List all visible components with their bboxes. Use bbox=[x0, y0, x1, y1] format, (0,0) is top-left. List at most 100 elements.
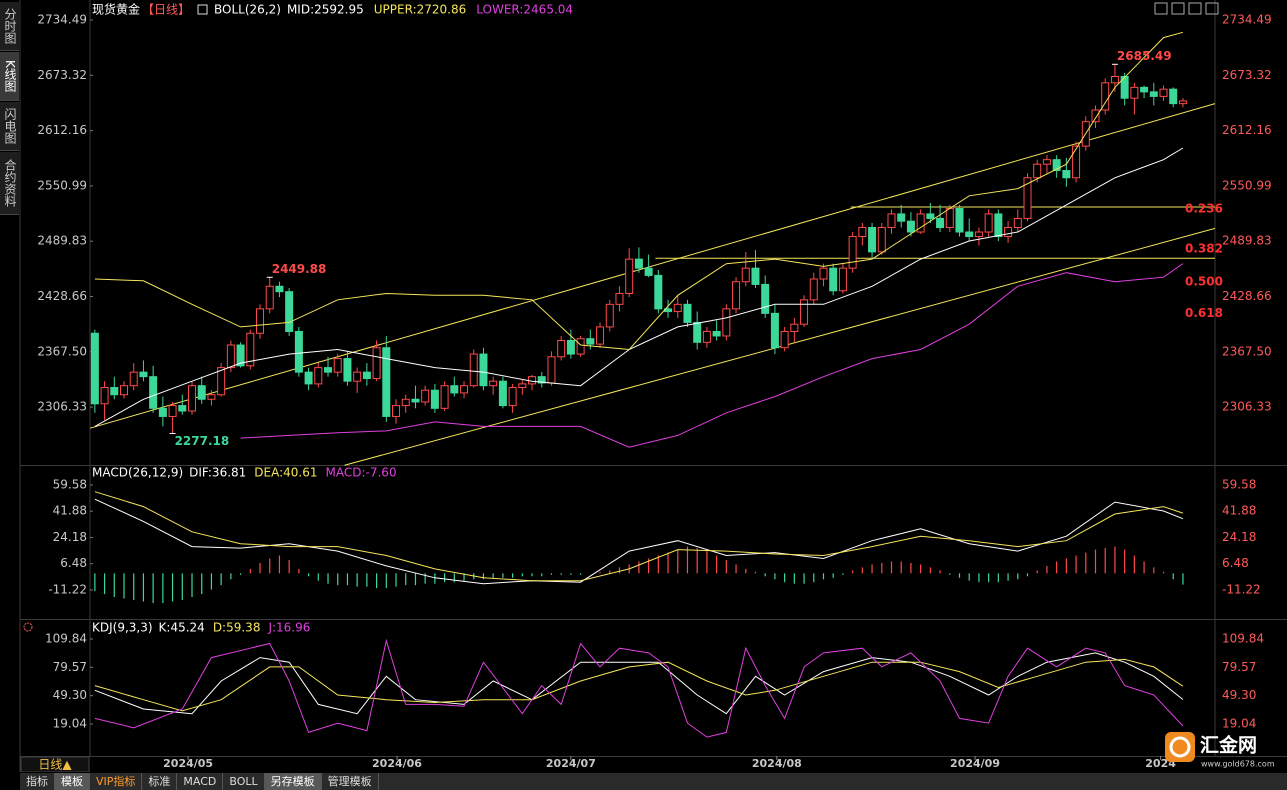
candle-body bbox=[460, 385, 469, 394]
candle-body bbox=[498, 380, 507, 407]
candle-body bbox=[217, 367, 226, 396]
candle-body bbox=[1149, 91, 1158, 97]
candle-body bbox=[421, 389, 430, 403]
candle-body bbox=[362, 371, 371, 379]
candle-body bbox=[557, 339, 566, 358]
candle-body bbox=[1042, 159, 1051, 165]
candle-body bbox=[838, 267, 847, 292]
candle-body bbox=[207, 394, 216, 400]
x-tick-label: 2024/06 bbox=[372, 757, 422, 770]
legend-entry: LOWER:2465.04 bbox=[476, 3, 573, 17]
candle-body bbox=[110, 387, 119, 396]
indicator-line bbox=[94, 658, 1184, 712]
candle-body bbox=[566, 339, 575, 355]
candle-body bbox=[1140, 86, 1149, 93]
tab[interactable]: 另存模板 bbox=[264, 773, 322, 790]
candle-body bbox=[576, 338, 585, 355]
candle-body bbox=[790, 323, 799, 332]
indicator-line bbox=[240, 263, 1184, 448]
candle-body bbox=[149, 376, 158, 409]
y-tick-label: 24.18 bbox=[53, 530, 87, 544]
y-tick-label-right: 41.88 bbox=[1222, 504, 1256, 518]
candle-body bbox=[547, 356, 556, 384]
candle-body bbox=[440, 385, 449, 409]
legend-entry: J:16.96 bbox=[267, 621, 310, 635]
candle-body bbox=[256, 308, 265, 334]
candle-body bbox=[906, 220, 915, 233]
candle-body bbox=[1159, 88, 1168, 97]
candle-body bbox=[673, 303, 682, 313]
candle-body bbox=[683, 303, 692, 323]
candle-body bbox=[693, 321, 702, 343]
tab[interactable]: BOLL bbox=[223, 773, 265, 790]
y-tick-label: 2673.32 bbox=[37, 68, 87, 82]
candle-body bbox=[314, 367, 323, 385]
candle-body bbox=[188, 385, 197, 412]
candle-body bbox=[702, 330, 711, 343]
candle-body bbox=[722, 308, 731, 337]
candle-body bbox=[868, 226, 877, 253]
logo-name: 汇金网 bbox=[1200, 734, 1257, 757]
y-tick-label: -11.22 bbox=[48, 582, 87, 596]
sidebar-item[interactable]: 分时图 bbox=[0, 2, 19, 51]
fib-label: 0.500 bbox=[1185, 275, 1223, 289]
candle-body bbox=[1033, 163, 1042, 179]
legend-entry: DEA:40.61 bbox=[254, 466, 317, 480]
tab[interactable]: VIP指标 bbox=[90, 773, 143, 790]
candle-body bbox=[333, 358, 342, 373]
candle-body bbox=[469, 353, 478, 387]
tab[interactable]: MACD bbox=[177, 773, 224, 790]
candle-body bbox=[100, 387, 109, 405]
legend-entry: MACD(26,12,9) bbox=[92, 466, 183, 480]
y-tick-label-right: 79.57 bbox=[1222, 660, 1256, 674]
trend-line bbox=[344, 227, 1216, 466]
candle-body bbox=[197, 385, 206, 400]
candle-body bbox=[965, 231, 974, 238]
y-tick-label-right: 109.84 bbox=[1222, 631, 1264, 645]
x-tick-label: 2024/05 bbox=[163, 757, 213, 770]
tab[interactable]: 指标 bbox=[20, 773, 55, 790]
tab[interactable]: 管理模板 bbox=[322, 773, 379, 790]
fib-label: 0.382 bbox=[1185, 242, 1223, 256]
candle-body bbox=[353, 371, 362, 382]
tab[interactable]: 模板 bbox=[55, 773, 90, 790]
trend-line bbox=[89, 103, 1216, 429]
y-tick-label-right: 2428.66 bbox=[1222, 289, 1272, 303]
candle-body bbox=[1004, 226, 1013, 238]
period-button[interactable] bbox=[20, 756, 90, 772]
candle-body bbox=[158, 407, 167, 417]
y-tick-label-right: 2306.33 bbox=[1222, 400, 1272, 414]
candle-body bbox=[168, 405, 177, 417]
toolbar[interactable] bbox=[1154, 2, 1219, 15]
legend-entry: BOLL(26,2) bbox=[214, 3, 281, 17]
period-label[interactable]: 日线▲ bbox=[38, 758, 72, 772]
indicator-line bbox=[94, 491, 1184, 582]
candle-body bbox=[634, 258, 643, 269]
candle-body bbox=[984, 213, 993, 233]
y-tick-label: 41.88 bbox=[53, 504, 87, 518]
y-tick-label: 2428.66 bbox=[37, 289, 87, 303]
candle-body bbox=[761, 283, 770, 314]
sidebar-item[interactable]: K线图 bbox=[0, 52, 19, 101]
candle-body bbox=[615, 292, 624, 305]
sidebar-item[interactable]: 合约资料 bbox=[0, 152, 19, 215]
candle-body bbox=[129, 371, 138, 387]
candle-body bbox=[955, 208, 964, 233]
candle-body bbox=[926, 213, 935, 219]
tab[interactable]: 标准 bbox=[142, 773, 178, 790]
y-tick-label-right: 2550.99 bbox=[1222, 178, 1272, 192]
candle-body bbox=[1130, 86, 1139, 99]
candle-body bbox=[770, 312, 779, 349]
candle-body bbox=[537, 376, 546, 384]
tab-bar: 指标 模板 VIP指标 标准 MACD BOLL 另存模板 管理模板 bbox=[20, 773, 1287, 790]
candle-body bbox=[392, 405, 401, 417]
y-tick-label: 2367.50 bbox=[37, 344, 87, 358]
candle-body bbox=[605, 303, 614, 328]
candle-body bbox=[411, 398, 420, 403]
candle-body bbox=[265, 285, 274, 310]
panel-icon[interactable] bbox=[23, 622, 33, 632]
sidebar-item[interactable]: 闪电图 bbox=[0, 102, 19, 151]
candle-body bbox=[401, 398, 410, 407]
candle-body bbox=[372, 347, 381, 379]
